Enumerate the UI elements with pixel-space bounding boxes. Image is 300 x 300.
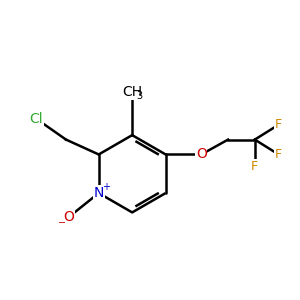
Text: +: +: [102, 182, 110, 192]
Text: O: O: [64, 210, 74, 224]
Text: F: F: [275, 148, 282, 161]
Text: −: −: [58, 218, 66, 228]
Text: Cl: Cl: [29, 112, 43, 126]
Text: O: O: [196, 148, 207, 161]
Text: N: N: [94, 186, 104, 200]
Text: F: F: [251, 160, 258, 173]
Text: 3: 3: [136, 91, 143, 100]
Text: CH: CH: [122, 85, 142, 99]
Text: F: F: [275, 118, 282, 131]
